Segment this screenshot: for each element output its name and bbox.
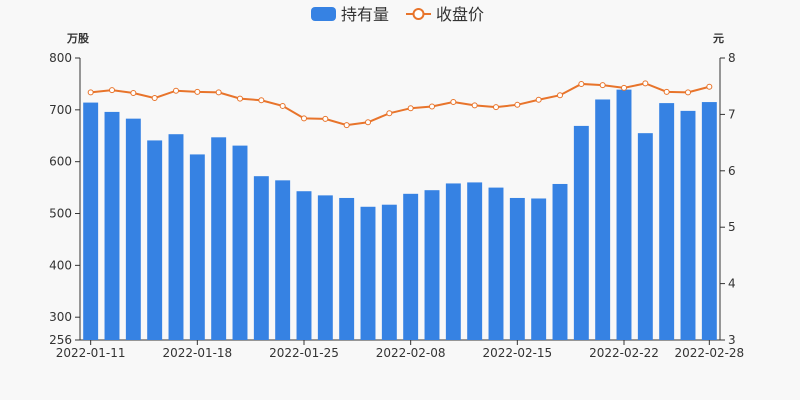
holdings-bar[interactable] (509, 197, 525, 340)
left-axis-tick-label: 400 (49, 258, 72, 272)
close-price-point[interactable] (109, 87, 115, 94)
close-price-point[interactable] (599, 82, 606, 89)
close-price-point[interactable] (301, 115, 307, 122)
holdings-bar[interactable] (125, 118, 141, 341)
holdings-bar[interactable] (467, 182, 483, 340)
holdings-bar[interactable] (680, 110, 696, 340)
close-price-point[interactable] (407, 105, 414, 112)
holdings-bar[interactable] (552, 183, 568, 340)
holdings-bar[interactable] (637, 133, 653, 340)
holdings-bar[interactable] (595, 99, 611, 341)
close-price-point[interactable] (429, 103, 435, 110)
close-price-point[interactable] (557, 92, 563, 99)
holdings-bar[interactable] (424, 190, 440, 340)
close-price-point[interactable] (215, 89, 222, 96)
close-price-point[interactable] (663, 88, 670, 95)
left-axis-tick-label: 500 (49, 207, 72, 221)
right-axis-tick-label: 3 (728, 333, 736, 347)
x-axis-tick-label: 2022-01-11 (56, 346, 126, 360)
close-price-point[interactable] (578, 80, 585, 87)
close-price-point[interactable] (621, 84, 627, 91)
holdings-bar[interactable] (232, 145, 248, 340)
holdings-bar[interactable] (360, 206, 376, 340)
x-axis-tick-label: 2022-02-08 (376, 346, 446, 360)
close-price-point[interactable] (365, 119, 371, 126)
holdings-bar[interactable] (189, 154, 205, 340)
holdings-bar[interactable] (531, 198, 547, 340)
close-price-point[interactable] (514, 101, 521, 108)
holdings-bar[interactable] (104, 111, 120, 340)
close-price-point[interactable] (706, 83, 713, 90)
holdings-bar[interactable] (573, 125, 589, 341)
close-price-point[interactable] (471, 102, 478, 109)
close-price-point[interactable] (279, 102, 286, 109)
holdings-bar[interactable] (488, 187, 504, 340)
legend-label-close-price: 收盘价 (436, 5, 484, 24)
holdings-bar[interactable] (275, 180, 291, 340)
close-price-point[interactable] (642, 80, 649, 87)
close-price-point[interactable] (685, 89, 691, 96)
holdings-bar[interactable] (317, 195, 333, 340)
close-price-point[interactable] (535, 96, 542, 103)
close-price-point[interactable] (194, 88, 201, 95)
right-axis-unit: 元 (713, 32, 724, 45)
left-axis-tick-label: 600 (49, 155, 72, 169)
holdings-bar[interactable] (211, 137, 227, 340)
close-price-point[interactable] (322, 115, 329, 122)
x-axis-ticks: 2022-01-11 2022-01-18 2022-01-25 2022-02-08… (56, 340, 744, 360)
bar-series-holdings (83, 89, 717, 341)
bar-legend-icon (311, 7, 336, 21)
close-price-point[interactable] (173, 87, 179, 94)
right-axis-ticks: 3 4 5 6 7 8 (720, 51, 736, 347)
legend-label-holdings: 持有量 (341, 5, 389, 24)
close-price-point[interactable] (258, 97, 265, 104)
holdings-bar[interactable] (168, 134, 184, 340)
holdings-bar[interactable] (253, 176, 269, 340)
close-price-point[interactable] (87, 89, 94, 96)
holdings-bar[interactable] (339, 197, 355, 340)
holdings-bar[interactable] (83, 102, 99, 341)
holdings-bar[interactable] (296, 191, 312, 340)
holdings-bar[interactable] (659, 103, 675, 340)
holdings-bar[interactable] (616, 89, 632, 340)
left-axis-tick-label: 700 (49, 103, 72, 117)
close-price-point[interactable] (237, 95, 243, 102)
x-axis-tick-label: 2022-01-18 (162, 346, 232, 360)
left-axis-tick-label: 800 (49, 51, 72, 65)
left-axis-unit: 万股 (66, 32, 90, 45)
x-axis-tick-label: 2022-02-28 (674, 346, 744, 360)
x-axis-tick-label: 2022-02-22 (589, 346, 659, 360)
holdings-bar[interactable] (445, 183, 461, 340)
x-axis-tick-label: 2022-02-15 (482, 346, 552, 360)
line-legend-icon-circle (412, 8, 425, 20)
holdings-bar[interactable] (701, 102, 717, 340)
right-axis-tick-label: 7 (728, 107, 736, 121)
right-axis-tick-label: 4 (728, 277, 736, 291)
legend[interactable]: 持有量 收盘价 (311, 5, 484, 24)
right-axis-tick-label: 6 (728, 164, 736, 178)
holdings-bar[interactable] (147, 140, 163, 340)
close-price-point[interactable] (130, 89, 137, 96)
x-axis-tick-label: 2022-01-25 (269, 346, 339, 360)
holdings-bar[interactable] (403, 193, 419, 340)
close-price-line (90, 82, 710, 127)
close-price-point[interactable] (450, 98, 457, 105)
legend-item-close-price[interactable]: 收盘价 (406, 5, 484, 24)
close-price-point[interactable] (343, 122, 350, 129)
left-axis-ticks: 256 300 400 500 600 700 800 (49, 51, 80, 347)
holdings-bar[interactable] (381, 204, 397, 340)
close-price-point[interactable] (493, 104, 499, 111)
close-price-point[interactable] (386, 110, 393, 117)
legend-item-holdings[interactable]: 持有量 (311, 5, 389, 24)
right-axis-tick-label: 8 (728, 51, 736, 65)
line-series-close-price (87, 80, 713, 129)
left-axis-tick-label: 256 (49, 333, 72, 347)
close-price-point[interactable] (151, 95, 158, 102)
left-axis-tick-label: 300 (49, 310, 72, 324)
right-axis-tick-label: 5 (728, 220, 736, 234)
